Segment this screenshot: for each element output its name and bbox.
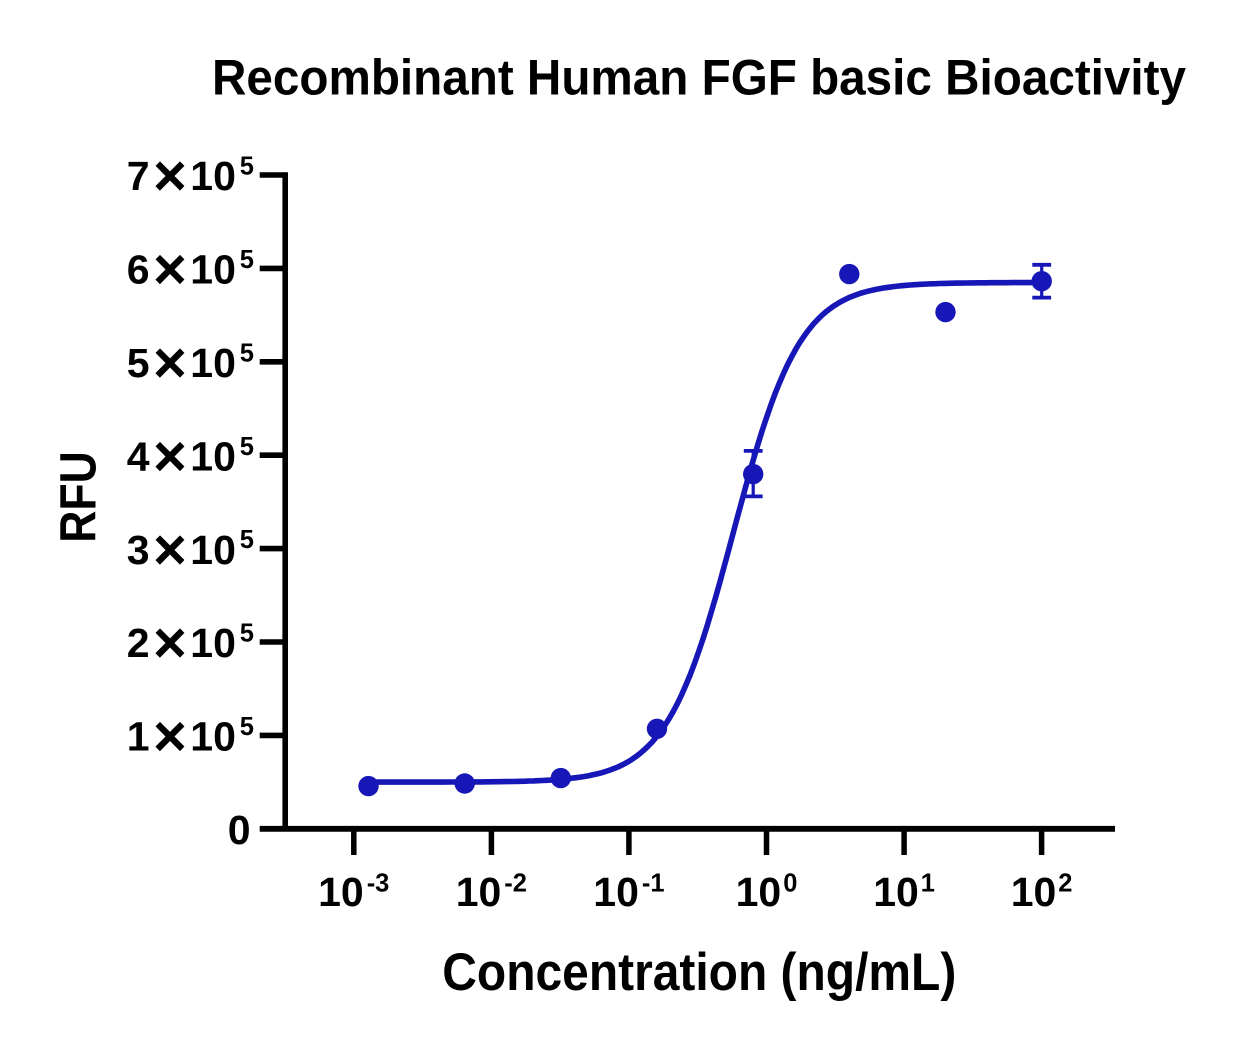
svg-text:5: 5 [240,713,254,741]
svg-text:1×10: 1×10 [127,704,236,769]
svg-text:0: 0 [228,807,251,853]
svg-text:5×10: 5×10 [127,331,236,396]
svg-text:5: 5 [240,620,254,648]
svg-text:Concentration (ng/mL): Concentration (ng/mL) [442,943,956,1002]
svg-text:6×10: 6×10 [127,237,236,302]
svg-text:Recombinant Human FGF basic Bi: Recombinant Human FGF basic Bioactivity [212,49,1186,106]
svg-text:RFU: RFU [49,451,106,543]
svg-text:2: 2 [1058,869,1072,897]
svg-text:10: 10 [456,869,502,915]
svg-text:10: 10 [593,869,639,915]
svg-text:4×10: 4×10 [127,424,236,489]
svg-text:5: 5 [240,246,254,274]
svg-text:0: 0 [783,869,797,897]
svg-text:10: 10 [873,869,919,915]
svg-text:5: 5 [240,433,254,461]
svg-text:2×10: 2×10 [127,611,236,676]
svg-text:-3: -3 [367,869,390,897]
svg-text:5: 5 [240,153,254,181]
svg-text:5: 5 [240,526,254,554]
svg-text:1: 1 [921,869,935,897]
svg-text:10: 10 [1011,869,1057,915]
svg-text:-1: -1 [642,869,665,897]
svg-text:5: 5 [240,339,254,367]
svg-text:3×10: 3×10 [127,517,236,582]
svg-text:10: 10 [318,869,364,915]
svg-text:10: 10 [736,869,782,915]
svg-text:7×10: 7×10 [127,144,236,209]
svg-text:-2: -2 [504,869,527,897]
